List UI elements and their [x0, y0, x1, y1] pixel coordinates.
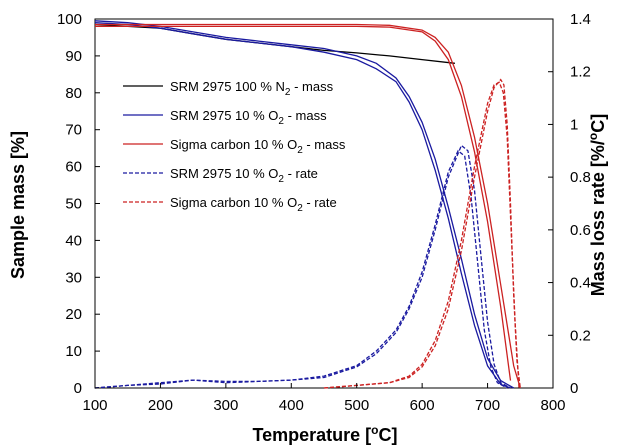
legend-label: Sigma carbon 10 % O2 - rate [170, 195, 337, 214]
legend-label: SRM 2975 10 % O2 - rate [170, 166, 318, 185]
right-y-tick-label: 0.6 [570, 222, 591, 239]
right-y-axis-ticks: 0 0.2 0.4 0.6 0.8 1 1.2 1.4 [548, 11, 591, 397]
x-tick-label: 100 [82, 397, 107, 414]
series-layer [94, 20, 521, 389]
series-line-0 [94, 23, 455, 64]
legend-label: SRM 2975 100 % N2 - mass [170, 79, 334, 98]
left-y-tick-label: 60 [65, 159, 82, 176]
right-y-tick-label: 0.2 [570, 327, 591, 344]
left-y-tick-label: 50 [65, 196, 82, 213]
left-y-tick-label: 20 [65, 306, 82, 323]
left-y-axis-ticks: 0 10 20 30 40 50 60 70 80 90 100 [57, 11, 100, 397]
x-tick-label: 700 [475, 397, 500, 414]
right-y-tick-label: 0 [570, 380, 578, 397]
x-axis-ticks: 100 200 300 400 500 600 700 800 [82, 383, 566, 414]
right-y-tick-label: 1.2 [570, 64, 591, 81]
legend-label: Sigma carbon 10 % O2 - mass [170, 137, 346, 156]
left-y-tick-label: 100 [57, 11, 82, 28]
left-y-tick-label: 0 [74, 380, 82, 397]
x-tick-label: 200 [148, 397, 173, 414]
legend: SRM 2975 100 % N2 - mass SRM 2975 10 % O2… [123, 79, 346, 214]
left-y-axis-title: Sample mass [%] [8, 131, 28, 279]
x-tick-label: 800 [540, 397, 565, 414]
series-line-6 [94, 149, 508, 389]
right-y-tick-label: 0.4 [570, 275, 591, 292]
left-y-tick-label: 70 [65, 122, 82, 139]
series-line-1 [94, 20, 515, 389]
series-line-2 [94, 22, 511, 389]
left-y-tick-label: 30 [65, 269, 82, 286]
left-y-tick-label: 10 [65, 343, 82, 360]
series-line-8 [323, 81, 520, 389]
right-y-axis-title: Mass loss rate [%/oC] [586, 114, 608, 296]
x-tick-label: 300 [213, 397, 238, 414]
left-y-tick-label: 80 [65, 85, 82, 102]
left-y-tick-label: 90 [65, 48, 82, 65]
x-tick-label: 500 [344, 397, 369, 414]
x-tick-label: 400 [279, 397, 304, 414]
x-axis-title: Temperature [oC] [252, 423, 397, 445]
series-line-5 [94, 144, 511, 389]
left-y-tick-label: 40 [65, 232, 82, 249]
x-tick-label: 600 [410, 397, 435, 414]
right-y-tick-label: 0.8 [570, 169, 591, 186]
right-y-tick-label: 1 [570, 116, 578, 133]
right-y-tick-label: 1.4 [570, 11, 591, 28]
legend-label: SRM 2975 10 % O2 - mass [170, 108, 327, 127]
series-line-3 [95, 23, 521, 389]
series-line-4 [95, 25, 512, 381]
